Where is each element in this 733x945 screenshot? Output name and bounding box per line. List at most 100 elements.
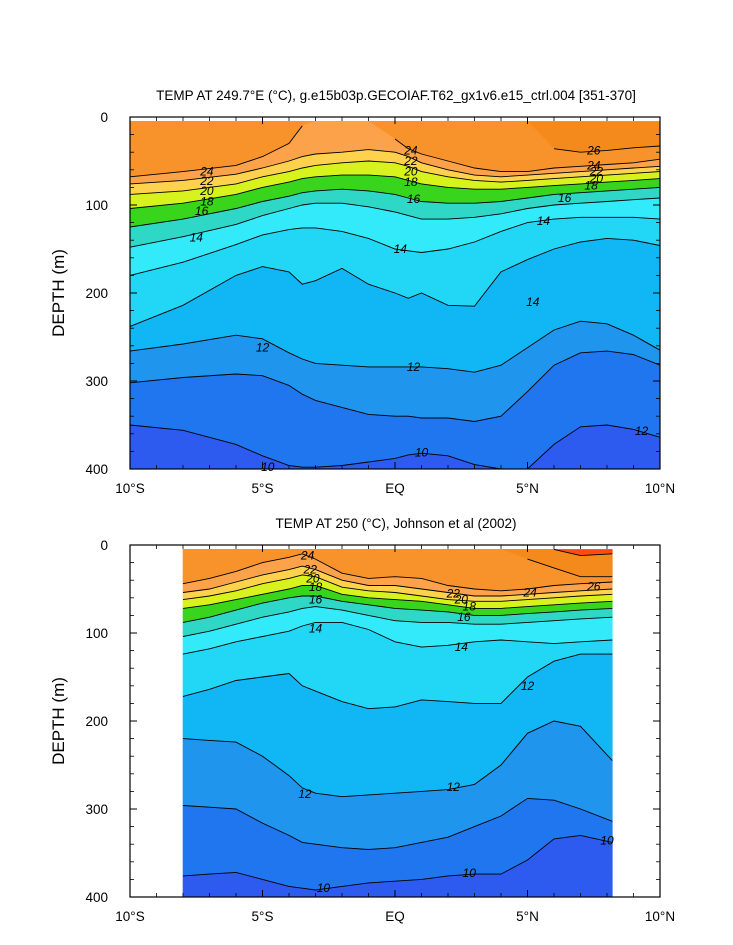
contour-label: 24 xyxy=(403,143,418,157)
contour-label: 14 xyxy=(394,242,408,256)
isotherm-line xyxy=(129,197,661,248)
contour-label: 12 xyxy=(407,360,421,374)
isotherm-line xyxy=(182,653,613,710)
isotherm-line xyxy=(182,565,613,597)
y-tick-label: 300 xyxy=(85,802,108,817)
contour-label: 16 xyxy=(558,191,572,205)
contour-label: 10 xyxy=(600,834,614,848)
isotherm-line xyxy=(182,574,613,602)
isotherm-line xyxy=(182,606,613,637)
bottom-title: TEMP AT 250 (°C), Johnson et al (2002) xyxy=(275,516,516,531)
y-tick-label: 0 xyxy=(100,110,108,125)
contour-label: 14 xyxy=(190,231,204,245)
isotherm-line xyxy=(553,145,661,153)
top-contour-labels: 2422201816142422201816142624222018161414… xyxy=(190,143,649,474)
y-tick-label: 400 xyxy=(85,890,108,905)
contour-label: 22 xyxy=(403,154,418,168)
isotherm-line xyxy=(129,350,661,422)
y-tick-label: 100 xyxy=(85,626,108,641)
contour-label: 20 xyxy=(589,172,604,186)
isotherm-line xyxy=(129,320,661,373)
contour-label: 16 xyxy=(195,204,209,218)
isotherm-line xyxy=(182,797,613,850)
top-panel: TEMP AT 249.7°E (°C), g.e15b03p.GECOIAF.… xyxy=(49,88,675,496)
x-tick-label: 10°S xyxy=(115,909,144,924)
top-y-axis-label: DEPTH (m) xyxy=(49,249,68,337)
top-isotherms xyxy=(129,125,661,470)
bottom-contour-fill xyxy=(182,549,613,898)
contour-label: 10 xyxy=(261,460,275,474)
contour-label: 16 xyxy=(407,192,421,206)
isotherm-line xyxy=(182,834,613,891)
contour-label: 22 xyxy=(199,174,214,188)
isotherm-line xyxy=(129,424,661,470)
isotherm-line xyxy=(182,720,613,798)
isotherm-line xyxy=(182,585,613,609)
contour-label: 20 xyxy=(305,571,320,585)
isotherm-line xyxy=(182,621,613,655)
isotherm-line xyxy=(129,216,661,276)
x-tick-label: 5°S xyxy=(252,481,274,496)
contour-label: 14 xyxy=(526,295,540,309)
contour-label: 18 xyxy=(309,580,323,594)
x-tick-label: 10°N xyxy=(645,909,675,924)
contour-label: 18 xyxy=(200,195,214,209)
contour-label: 22 xyxy=(589,165,604,179)
x-tick-label: 10°N xyxy=(645,481,675,496)
contour-label: 14 xyxy=(455,640,469,654)
contour-label: 22 xyxy=(303,563,318,577)
isotherm-line xyxy=(129,237,661,327)
contour-label: 14 xyxy=(537,214,551,228)
contour-label: 26 xyxy=(586,143,601,157)
contour-label: 24 xyxy=(199,165,214,179)
y-tick-label: 300 xyxy=(85,374,108,389)
contour-label: 16 xyxy=(309,593,323,607)
x-tick-label: EQ xyxy=(385,909,405,924)
contour-label: 12 xyxy=(447,780,461,794)
contour-label: 20 xyxy=(403,165,418,179)
x-tick-label: 5°N xyxy=(516,481,539,496)
contour-label: 12 xyxy=(298,787,312,801)
y-tick-label: 200 xyxy=(85,714,108,729)
isotherm-line xyxy=(129,125,661,178)
top-title: TEMP AT 249.7°E (°C), g.e15b03p.GECOIAF.… xyxy=(156,88,636,103)
y-tick-label: 200 xyxy=(85,286,108,301)
bottom-axis-ticks: 10°S 5°S EQ 5°N 10°N 0 100 200 300 400 xyxy=(85,538,675,924)
isotherm-line xyxy=(182,553,613,592)
bottom-panel: TEMP AT 250 (°C), Johnson et al (2002) 2… xyxy=(49,516,675,924)
isotherm-line xyxy=(182,595,613,623)
y-tick-label: 400 xyxy=(85,462,108,477)
contour-label: 18 xyxy=(404,175,418,189)
y-tick-label: 100 xyxy=(85,198,108,213)
contour-label: 10 xyxy=(317,881,331,895)
isotherm-line xyxy=(129,186,661,228)
isotherm-line xyxy=(553,548,613,557)
isotherm-line xyxy=(129,160,661,195)
contour-label: 16 xyxy=(457,610,471,624)
contour-label: 24 xyxy=(586,158,601,172)
contour-label: 26 xyxy=(586,579,601,593)
bottom-y-axis-label: DEPTH (m) xyxy=(49,677,68,765)
contour-label: 18 xyxy=(584,179,598,193)
contour-label: 12 xyxy=(521,679,535,693)
x-tick-label: 5°N xyxy=(516,909,539,924)
x-tick-label: EQ xyxy=(385,481,405,496)
contour-label: 14 xyxy=(309,622,323,636)
contour-label: 10 xyxy=(463,866,477,880)
contour-label: 18 xyxy=(463,600,477,614)
contour-label: 24 xyxy=(522,586,537,600)
contour-label: 22 xyxy=(446,586,461,600)
contour-label: 12 xyxy=(635,424,649,438)
x-tick-label: 10°S xyxy=(115,481,144,496)
contour-label: 20 xyxy=(199,184,214,198)
y-tick-label: 0 xyxy=(100,538,108,553)
contour-label: 20 xyxy=(454,593,469,607)
contour-label: 10 xyxy=(415,445,429,459)
top-axis-ticks: 10°S 5°S EQ 5°N 10°N 0 100 200 300 400 xyxy=(85,110,675,496)
isotherm-line xyxy=(527,558,613,578)
x-tick-label: 5°S xyxy=(252,909,274,924)
bottom-isotherms xyxy=(182,548,613,891)
isotherm-line xyxy=(129,174,661,209)
